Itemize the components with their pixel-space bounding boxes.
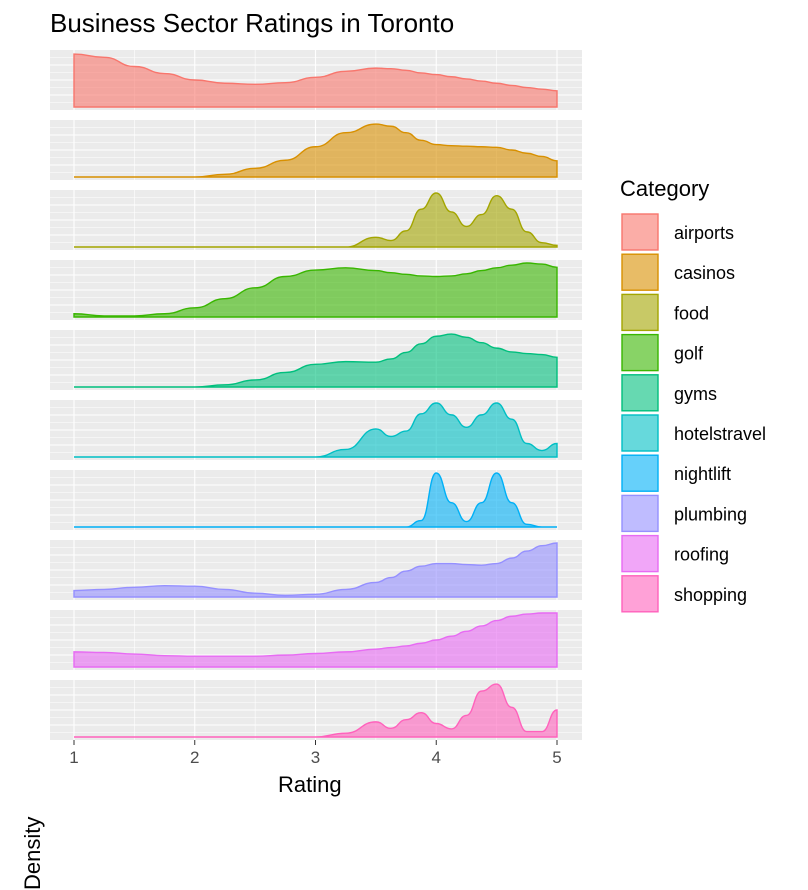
legend-label-plumbing: plumbing: [674, 504, 747, 524]
legend-key-shopping: [621, 575, 659, 613]
legend-label-casinos: casinos: [674, 263, 735, 283]
density-area-hotelstravel: [73, 402, 558, 458]
legend-label-nightlift: nightlift: [674, 464, 731, 484]
density-area-airports: [73, 53, 558, 108]
legend-key-airports: [621, 213, 659, 251]
legend-key-plumbing: [621, 494, 659, 533]
density-area-golf: [73, 262, 558, 318]
panel-hotelstravel: [50, 400, 582, 460]
panel-golf: [50, 260, 582, 320]
panel-gyms: [50, 330, 582, 390]
density-area-shopping: [74, 683, 558, 738]
chart-title: Business Sector Ratings in Toronto: [50, 8, 455, 38]
y-axis-label: Density: [20, 816, 45, 890]
legend-label-shopping: shopping: [674, 585, 747, 605]
density-area-nightlift: [74, 472, 557, 528]
panel-nightlift: [50, 470, 582, 530]
panel-casinos: [50, 120, 582, 180]
legend-key-gyms: [621, 374, 659, 412]
legend-label-hotelstravel: hotelstravel: [674, 424, 766, 444]
x-axis-label: Rating: [278, 772, 342, 797]
x-tick-label: 4: [432, 748, 441, 767]
panel-airports: [50, 50, 582, 110]
density-area-food: [74, 192, 558, 248]
density-area-casinos: [73, 123, 558, 178]
legend-key-nightlift: [621, 454, 659, 492]
legend-label-golf: golf: [674, 344, 704, 364]
legend-label-airports: airports: [674, 223, 734, 243]
density-area-plumbing: [73, 542, 558, 598]
panel-shopping: [50, 680, 582, 740]
legend-key-hotelstravel: [621, 414, 659, 452]
legend-key-food: [621, 293, 659, 332]
panel-roofing: [50, 610, 582, 670]
x-tick-label: 3: [311, 748, 320, 767]
legend-label-gyms: gyms: [674, 384, 717, 404]
panel-plumbing: [50, 540, 582, 600]
panel-food: [50, 190, 582, 250]
x-tick-label: 5: [552, 748, 561, 767]
x-tick-label: 1: [69, 748, 78, 767]
ridgeline-chart: 1 2 3 4 5 airports casinos food golf gyms hotelstr…: [50, 50, 766, 767]
legend-key-golf: [621, 333, 659, 372]
x-tick-label: 2: [190, 748, 199, 767]
legend-key-roofing: [621, 534, 659, 573]
legend-label-roofing: roofing: [674, 545, 729, 565]
legend-key-casinos: [621, 253, 659, 291]
legend-label-food: food: [674, 303, 709, 323]
density-area-roofing: [73, 612, 558, 668]
legend-title: Category: [620, 176, 710, 201]
density-area-gyms: [73, 333, 558, 388]
